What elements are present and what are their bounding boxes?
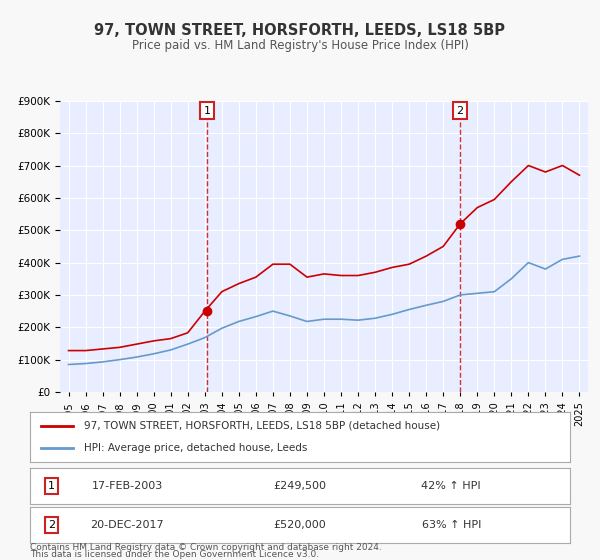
Text: This data is licensed under the Open Government Licence v3.0.: This data is licensed under the Open Gov… xyxy=(30,550,319,559)
Text: 42% ↑ HPI: 42% ↑ HPI xyxy=(421,481,481,491)
Text: 2: 2 xyxy=(456,105,463,115)
Text: HPI: Average price, detached house, Leeds: HPI: Average price, detached house, Leed… xyxy=(84,443,307,453)
Text: £520,000: £520,000 xyxy=(274,520,326,530)
Text: 1: 1 xyxy=(203,105,211,115)
Text: Contains HM Land Registry data © Crown copyright and database right 2024.: Contains HM Land Registry data © Crown c… xyxy=(30,543,382,552)
Text: 97, TOWN STREET, HORSFORTH, LEEDS, LS18 5BP (detached house): 97, TOWN STREET, HORSFORTH, LEEDS, LS18 … xyxy=(84,421,440,431)
Text: Price paid vs. HM Land Registry's House Price Index (HPI): Price paid vs. HM Land Registry's House … xyxy=(131,39,469,53)
Text: 2: 2 xyxy=(48,520,55,530)
Text: 63% ↑ HPI: 63% ↑ HPI xyxy=(422,520,481,530)
Text: 97, TOWN STREET, HORSFORTH, LEEDS, LS18 5BP: 97, TOWN STREET, HORSFORTH, LEEDS, LS18 … xyxy=(95,24,505,38)
Text: £249,500: £249,500 xyxy=(274,481,326,491)
Text: 1: 1 xyxy=(48,481,55,491)
Text: 20-DEC-2017: 20-DEC-2017 xyxy=(91,520,164,530)
Text: 17-FEB-2003: 17-FEB-2003 xyxy=(92,481,163,491)
